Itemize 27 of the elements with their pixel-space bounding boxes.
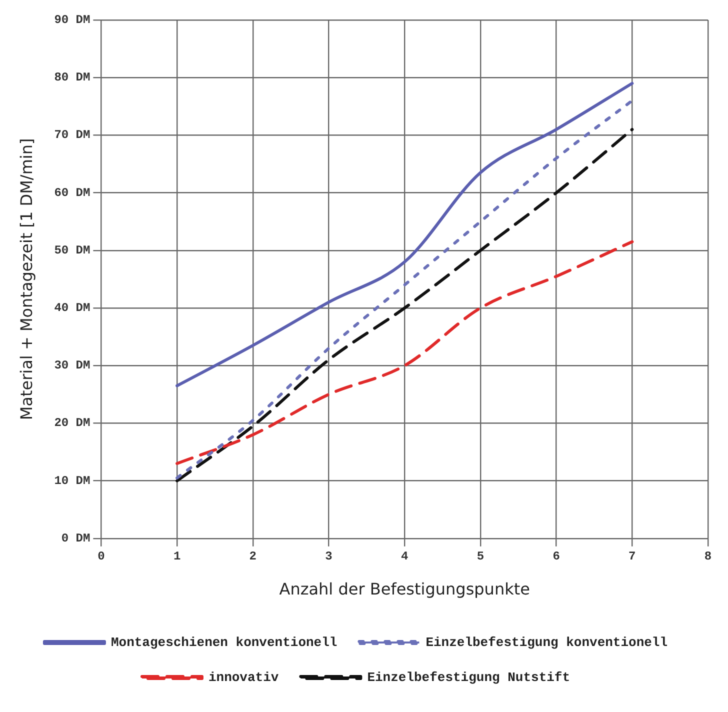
y-axis-title: Material + Montagezeit [1 DM/min] [16,138,36,420]
line-series [176,240,634,466]
line-series [176,82,634,388]
x-tick-label: 4 [401,550,408,564]
legend-label: Einzelbefestigung Nutstift [367,670,570,685]
x-tick-label: 1 [173,550,181,564]
x-tick-label: 6 [552,550,560,564]
y-tick-label: 40 DM [54,301,90,316]
y-tick-label: 50 DM [54,243,90,258]
legend-label: innovativ [208,670,279,685]
y-tick-label: 70 DM [54,128,90,142]
x-tick-label: 2 [249,550,257,564]
y-tick-label: 0 DM [61,531,90,546]
legend-label: Einzelbefestigung konventionell [426,634,668,650]
legend-label: Montageschienen konventionell [110,634,338,650]
y-tick-label: 30 DM [54,358,90,373]
y-tick-label: 10 DM [54,474,90,488]
x-tick-label: 0 [98,550,105,564]
y-tick-label: 80 DM [54,70,90,85]
x-tick-label: 5 [476,550,484,564]
y-tick-label: 20 DM [54,416,90,430]
y-tick-label: 60 DM [54,186,90,200]
x-tick-label: 8 [704,550,712,564]
x-axis-title: Anzahl der Befestigungspunkte [279,580,530,599]
x-tick-label: 3 [325,550,332,564]
x-tick-label: 7 [628,550,636,564]
y-tick-label: 90 DM [54,13,90,28]
